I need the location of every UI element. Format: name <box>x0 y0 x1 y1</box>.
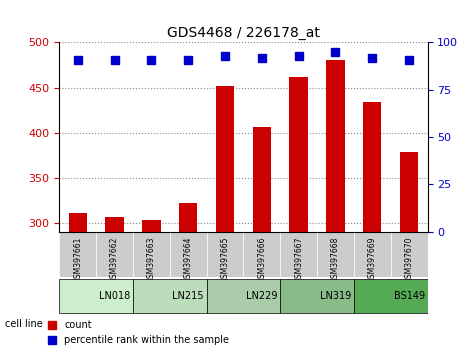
Bar <box>133 232 170 277</box>
Text: GSM397662: GSM397662 <box>110 236 119 283</box>
Bar <box>354 279 428 313</box>
Bar <box>207 279 280 313</box>
Bar <box>68 213 87 232</box>
Bar <box>59 279 133 313</box>
Bar <box>59 232 96 277</box>
Bar <box>105 217 124 232</box>
Text: GSM397664: GSM397664 <box>184 236 193 283</box>
Bar <box>280 232 317 277</box>
Bar <box>354 232 390 277</box>
Bar <box>243 232 280 277</box>
Bar <box>326 59 345 232</box>
Text: GSM397669: GSM397669 <box>368 236 377 283</box>
Bar <box>400 152 418 232</box>
Bar <box>289 77 308 232</box>
Bar <box>133 279 207 313</box>
Bar <box>142 220 161 232</box>
Bar <box>317 232 354 277</box>
Text: GSM397661: GSM397661 <box>73 236 82 283</box>
Text: BS149: BS149 <box>393 291 425 301</box>
Text: GSM397663: GSM397663 <box>147 236 156 283</box>
Legend: count, percentile rank within the sample: count, percentile rank within the sample <box>43 316 233 349</box>
Title: GDS4468 / 226178_at: GDS4468 / 226178_at <box>167 26 320 40</box>
Text: cell line: cell line <box>5 319 42 329</box>
Text: LN018: LN018 <box>99 291 130 301</box>
Text: GSM397665: GSM397665 <box>220 236 229 283</box>
Bar <box>390 232 428 277</box>
Text: LN319: LN319 <box>320 291 351 301</box>
Text: GSM397670: GSM397670 <box>405 236 414 283</box>
Bar <box>179 203 198 232</box>
Text: GSM397668: GSM397668 <box>331 236 340 283</box>
Bar <box>363 102 381 232</box>
Bar <box>96 232 133 277</box>
Bar <box>207 232 243 277</box>
Bar <box>253 127 271 232</box>
Bar <box>216 86 234 232</box>
Bar <box>280 279 354 313</box>
Text: LN229: LN229 <box>246 291 277 301</box>
Text: GSM397667: GSM397667 <box>294 236 303 283</box>
Text: LN215: LN215 <box>172 291 204 301</box>
Bar <box>170 232 207 277</box>
Text: GSM397666: GSM397666 <box>257 236 266 283</box>
